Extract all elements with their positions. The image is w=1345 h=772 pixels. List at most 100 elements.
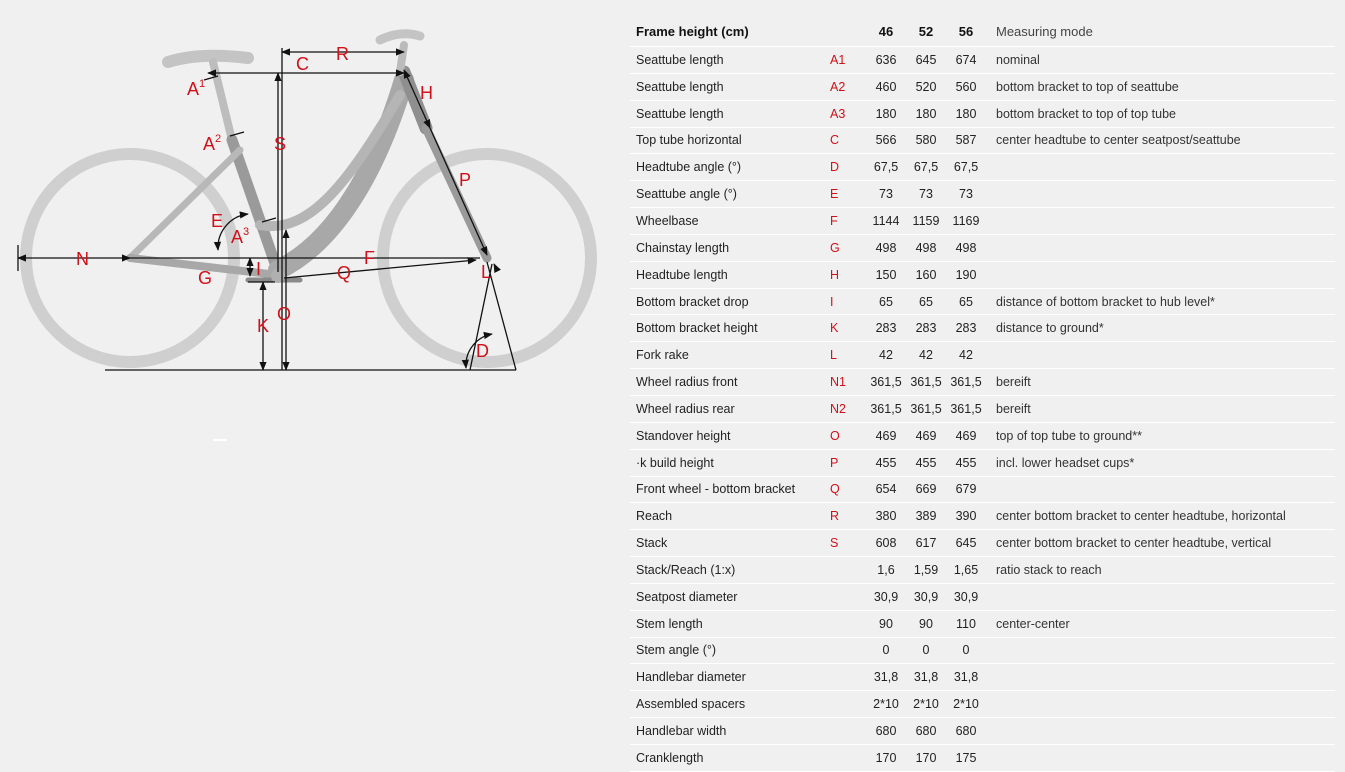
- row-value-52: 0: [906, 637, 946, 665]
- row-value-46: 498: [866, 234, 906, 262]
- label-k: K: [257, 316, 269, 336]
- row-description: bereift: [986, 395, 1335, 423]
- row-code: E: [824, 180, 866, 209]
- row-name: Front wheel - bottom bracket: [630, 476, 824, 504]
- row-value-56: 390: [946, 502, 986, 531]
- row-name: Assembled spacers: [630, 690, 824, 719]
- table-row: Headtube length H 150 160 190: [630, 261, 1335, 289]
- row-description: [986, 717, 1335, 745]
- row-value-46: 361,5: [866, 395, 906, 423]
- table-row: Headtube angle (°) D 67,5 67,5 67,5: [630, 153, 1335, 182]
- row-value-56: 283: [946, 314, 986, 343]
- row-code: K: [824, 314, 866, 343]
- row-name: Wheel radius front: [630, 368, 824, 396]
- row-value-56: 560: [946, 73, 986, 101]
- row-code: [824, 610, 866, 638]
- table-row: Cranklength 170 170 175: [630, 744, 1335, 772]
- row-name: Standover height: [630, 422, 824, 450]
- table-row: Wheel radius front N1 361,5 361,5 361,5 berei…: [630, 368, 1335, 396]
- row-value-52: 90: [906, 610, 946, 638]
- header-size-46: 46: [866, 17, 906, 47]
- row-code: [824, 717, 866, 745]
- row-value-52: 283: [906, 314, 946, 343]
- row-description: center headtube to center seatpost/seatt…: [986, 127, 1335, 155]
- row-description: distance to ground*: [986, 314, 1335, 343]
- bike-geometry-diagram: A1 A2 A3 C R H S P E N F G I Q L K O D: [0, 0, 620, 749]
- label-c: C: [296, 54, 309, 74]
- row-value-52: 361,5: [906, 368, 946, 396]
- row-value-56: 645: [946, 529, 986, 558]
- row-code: H: [824, 261, 866, 289]
- row-description: [986, 341, 1335, 370]
- row-value-46: 30,9: [866, 583, 906, 611]
- row-description: [986, 744, 1335, 772]
- row-code: L: [824, 341, 866, 370]
- row-code: N2: [824, 395, 866, 423]
- row-value-56: 42: [946, 341, 986, 370]
- table-row: Bottom bracket height K 283 283 283 distance …: [630, 314, 1335, 343]
- table-row: Seatpost diameter 30,9 30,9 30,9: [630, 583, 1335, 611]
- row-value-56: 361,5: [946, 368, 986, 396]
- row-description: [986, 663, 1335, 692]
- row-value-52: 469: [906, 422, 946, 450]
- row-value-56: 110: [946, 610, 986, 638]
- header-size-56: 56: [946, 17, 986, 47]
- label-a2: A2: [203, 133, 221, 154]
- label-o: O: [277, 304, 291, 324]
- table-row: Seattube length A3 180 180 180 bottom bracket…: [630, 100, 1335, 128]
- row-value-46: 73: [866, 180, 906, 209]
- row-description: [986, 180, 1335, 209]
- row-value-52: 617: [906, 529, 946, 558]
- table-row: Stem length 90 90 110 center-center: [630, 610, 1335, 638]
- row-code: [824, 744, 866, 772]
- label-s: S: [274, 134, 286, 154]
- label-i: I: [256, 259, 261, 279]
- row-value-46: 283: [866, 314, 906, 343]
- table-row: Assembled spacers 2*10 2*10 2*10: [630, 690, 1335, 719]
- row-code: Q: [824, 476, 866, 504]
- row-name: Stack/Reach (1:x): [630, 556, 824, 584]
- row-value-46: 31,8: [866, 663, 906, 692]
- header-measuring-mode: Measuring mode: [986, 17, 1335, 47]
- row-value-46: 42: [866, 341, 906, 370]
- row-value-52: 30,9: [906, 583, 946, 611]
- row-value-52: 73: [906, 180, 946, 209]
- label-f: F: [364, 248, 375, 268]
- row-code: D: [824, 153, 866, 182]
- row-description: [986, 637, 1335, 665]
- table-row: Stack/Reach (1:x) 1,6 1,59 1,65 ratio stack …: [630, 556, 1335, 584]
- row-name: Seattube length: [630, 46, 824, 74]
- row-value-56: 0: [946, 637, 986, 665]
- row-name: Stack: [630, 529, 824, 558]
- row-value-52: 1159: [906, 207, 946, 235]
- row-value-46: 1,6: [866, 556, 906, 584]
- row-value-46: 90: [866, 610, 906, 638]
- table-row: Handlebar width 680 680 680: [630, 717, 1335, 745]
- table-row: Standover height O 469 469 469 top of top tub…: [630, 422, 1335, 450]
- row-name: Top tube horizontal: [630, 127, 824, 155]
- row-value-52: 520: [906, 73, 946, 101]
- row-name: Handlebar width: [630, 717, 824, 745]
- row-value-46: 150: [866, 261, 906, 289]
- row-value-46: 180: [866, 100, 906, 128]
- table-row: Bottom bracket drop I 65 65 65 distance of bo…: [630, 288, 1335, 316]
- row-value-52: 180: [906, 100, 946, 128]
- row-description: bottom bracket to top of seattube: [986, 73, 1335, 101]
- table-row: Wheel radius rear N2 361,5 361,5 361,5 bereif…: [630, 395, 1335, 423]
- row-value-52: 455: [906, 449, 946, 477]
- row-value-52: 65: [906, 288, 946, 316]
- row-value-46: 1144: [866, 207, 906, 235]
- table-row: Front wheel - bottom bracket Q 654 669 679: [630, 476, 1335, 504]
- table-row: Fork rake L 42 42 42: [630, 341, 1335, 370]
- row-description: top of top tube to ground**: [986, 422, 1335, 450]
- row-value-46: 455: [866, 449, 906, 477]
- row-value-56: 679: [946, 476, 986, 504]
- row-value-56: 587: [946, 127, 986, 155]
- row-description: [986, 690, 1335, 719]
- row-name: Chainstay length: [630, 234, 824, 262]
- row-value-52: 680: [906, 717, 946, 745]
- label-l: L: [481, 262, 491, 282]
- row-name: Stem angle (°): [630, 637, 824, 665]
- label-a1: A1: [187, 78, 205, 99]
- row-value-46: 608: [866, 529, 906, 558]
